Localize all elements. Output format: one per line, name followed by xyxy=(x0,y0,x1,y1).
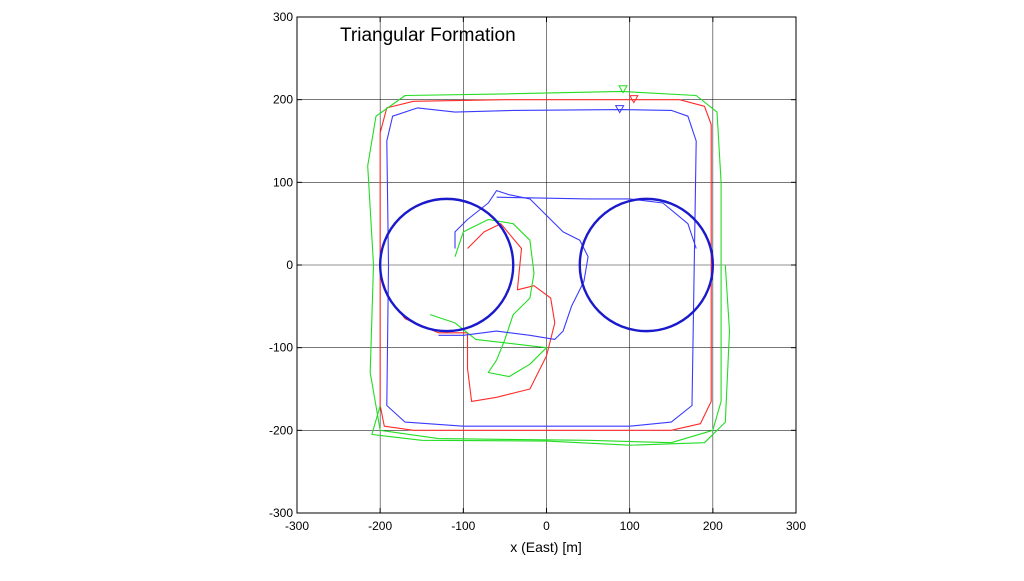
series-line-6 xyxy=(438,190,589,340)
x-tick-label-6: 300 xyxy=(786,519,806,533)
x-tick-label-2: -100 xyxy=(451,519,475,533)
y-tick-label-3: 0 xyxy=(286,258,293,272)
y-tick-label-0: -300 xyxy=(269,506,293,520)
reference-circle-1 xyxy=(578,197,715,333)
chart-title: Triangular Formation xyxy=(340,25,516,46)
series-line-5 xyxy=(386,107,697,427)
series-marker-0-0 xyxy=(628,95,639,104)
x-axis-label: x (East) [m] xyxy=(510,539,582,555)
x-tick-label-4: 100 xyxy=(620,519,640,533)
y-tick-label-1: -200 xyxy=(269,423,293,437)
y-tick-label-2: -100 xyxy=(269,341,293,355)
series-line-4 xyxy=(429,218,548,378)
series-line-7 xyxy=(496,196,697,249)
series-line-3 xyxy=(371,264,731,446)
axes-layer: -300 -200 -100 0 100 200 300 -300 -200 -100 0 100 20… xyxy=(269,10,806,533)
series-line-2 xyxy=(367,90,722,444)
y-tick-label-4: 100 xyxy=(273,175,293,189)
data-layer xyxy=(367,85,731,446)
x-tick-label-1: -200 xyxy=(368,519,392,533)
series-marker-2-0 xyxy=(618,85,628,94)
x-tick-label-0: -300 xyxy=(285,519,309,533)
series-line-0 xyxy=(379,99,712,431)
x-tick-label-3: 0 xyxy=(543,519,550,533)
series-marker-5-0 xyxy=(614,105,625,114)
y-tick-label-6: 300 xyxy=(273,10,293,24)
x-tick-label-5: 200 xyxy=(703,519,723,533)
y-tick-label-5: 200 xyxy=(273,93,293,107)
reference-circle-0 xyxy=(378,197,515,333)
